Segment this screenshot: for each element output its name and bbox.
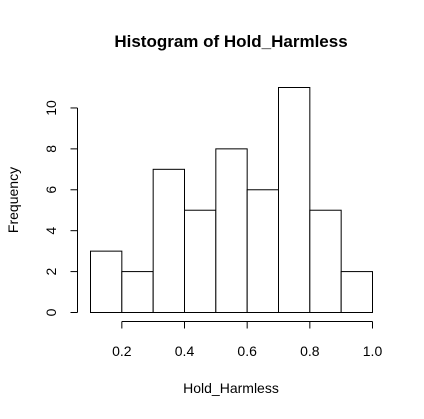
x-tick-label: 1.0 (363, 343, 383, 359)
y-tick-label: 4 (43, 227, 59, 235)
y-tick-label: 2 (43, 267, 59, 275)
x-tick-label: 0.2 (112, 343, 132, 359)
y-tick-label: 0 (43, 308, 59, 316)
histogram-bar-6 (246, 189, 280, 313)
chart-title: Histogram of Hold_Harmless (114, 32, 347, 51)
x-tick-label: 0.8 (300, 343, 320, 359)
x-axis: 0.2 0.4 0.6 0.8 1.0 (112, 321, 383, 359)
histogram-bar-4 (184, 209, 217, 314)
histogram-bar-1 (90, 250, 123, 314)
histogram-bar-9 (340, 271, 373, 314)
x-tick-label: 0.6 (237, 343, 257, 359)
x-tick-label: 0.4 (175, 343, 195, 359)
histogram-bar-5 (215, 148, 248, 313)
y-tick-label: 8 (43, 145, 59, 153)
histogram-bar-8 (309, 209, 342, 314)
histogram-bar-2 (121, 271, 154, 314)
bars-group (90, 87, 373, 314)
y-axis-label: Frequency (5, 167, 21, 233)
histogram-bar-7 (278, 87, 311, 313)
y-tick-label: 10 (43, 100, 59, 116)
y-tick-label: 6 (43, 186, 59, 194)
y-axis: 0 2 4 6 8 10 (43, 100, 78, 316)
x-axis-label: Hold_Harmless (183, 380, 279, 396)
histogram-bar-3 (152, 168, 186, 313)
